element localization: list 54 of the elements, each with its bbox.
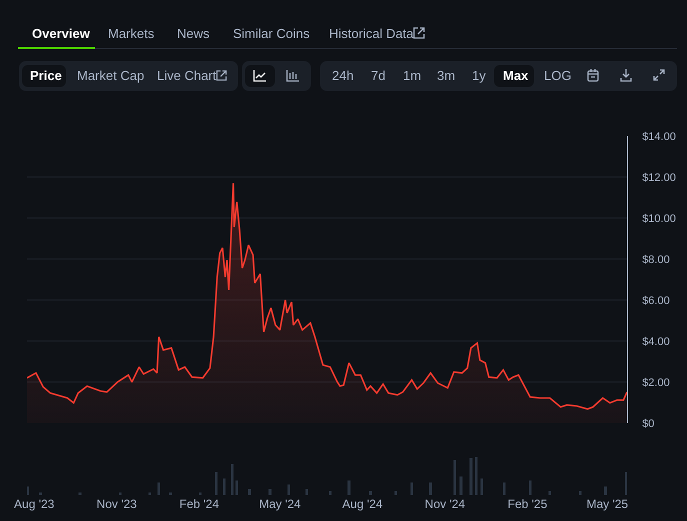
bar — [214, 472, 218, 495]
bar — [248, 488, 251, 495]
x-tick-label: May '24 — [259, 497, 302, 511]
bar — [528, 480, 532, 495]
y-tick-label: $2.00 — [642, 376, 670, 389]
bar — [624, 472, 627, 495]
bar — [236, 480, 238, 495]
y-tick-label: $8.00 — [642, 254, 670, 266]
x-tick-label: Nov '23 — [96, 497, 138, 511]
text: Historical Data — [329, 26, 414, 42]
bar — [410, 482, 414, 495]
text: 1m — [403, 68, 422, 84]
y-tick-label: $12.00 — [642, 172, 676, 184]
x-tick-label: Nov '24 — [424, 497, 466, 511]
text: Market Cap — [77, 68, 144, 84]
bar — [157, 482, 160, 495]
y-tick-label: $6.00 — [642, 294, 670, 307]
bar — [460, 476, 462, 495]
y-tick-label: $4.00 — [642, 336, 670, 348]
text: Price — [30, 68, 62, 84]
bar — [474, 457, 478, 495]
bar — [453, 460, 456, 495]
bar — [27, 486, 30, 495]
y-tick-label: $0 — [642, 418, 654, 430]
bar — [470, 458, 472, 495]
text: Markets — [108, 26, 154, 42]
bar — [305, 488, 308, 495]
bar — [480, 478, 484, 495]
x-tick-label: Aug '23 — [14, 497, 55, 511]
bar — [429, 482, 432, 495]
text: 3m — [437, 68, 456, 84]
bar — [604, 486, 607, 495]
bar — [268, 488, 272, 495]
text: 24h — [332, 68, 354, 84]
text: Live Chart — [157, 68, 216, 84]
text: News — [177, 26, 210, 42]
y-tick-label: $14.00 — [642, 130, 676, 143]
bar — [288, 484, 290, 495]
text: Similar Coins — [233, 26, 310, 42]
bar — [348, 480, 350, 495]
x-tick-label: May '25 — [586, 497, 628, 511]
text: Max — [503, 68, 528, 84]
bar — [222, 478, 226, 495]
bar — [369, 490, 372, 495]
y-tick-label: $10.00 — [642, 212, 676, 225]
x-tick-label: Feb '25 — [508, 497, 548, 511]
bar — [231, 464, 234, 495]
text: Overview — [32, 26, 90, 42]
text: 7d — [371, 68, 386, 84]
x-tick-label: Feb '24 — [179, 497, 220, 511]
text: LOG — [544, 68, 572, 84]
x-tick-label: Aug '24 — [342, 497, 383, 511]
text: 1y — [472, 68, 486, 84]
bar — [502, 482, 506, 495]
